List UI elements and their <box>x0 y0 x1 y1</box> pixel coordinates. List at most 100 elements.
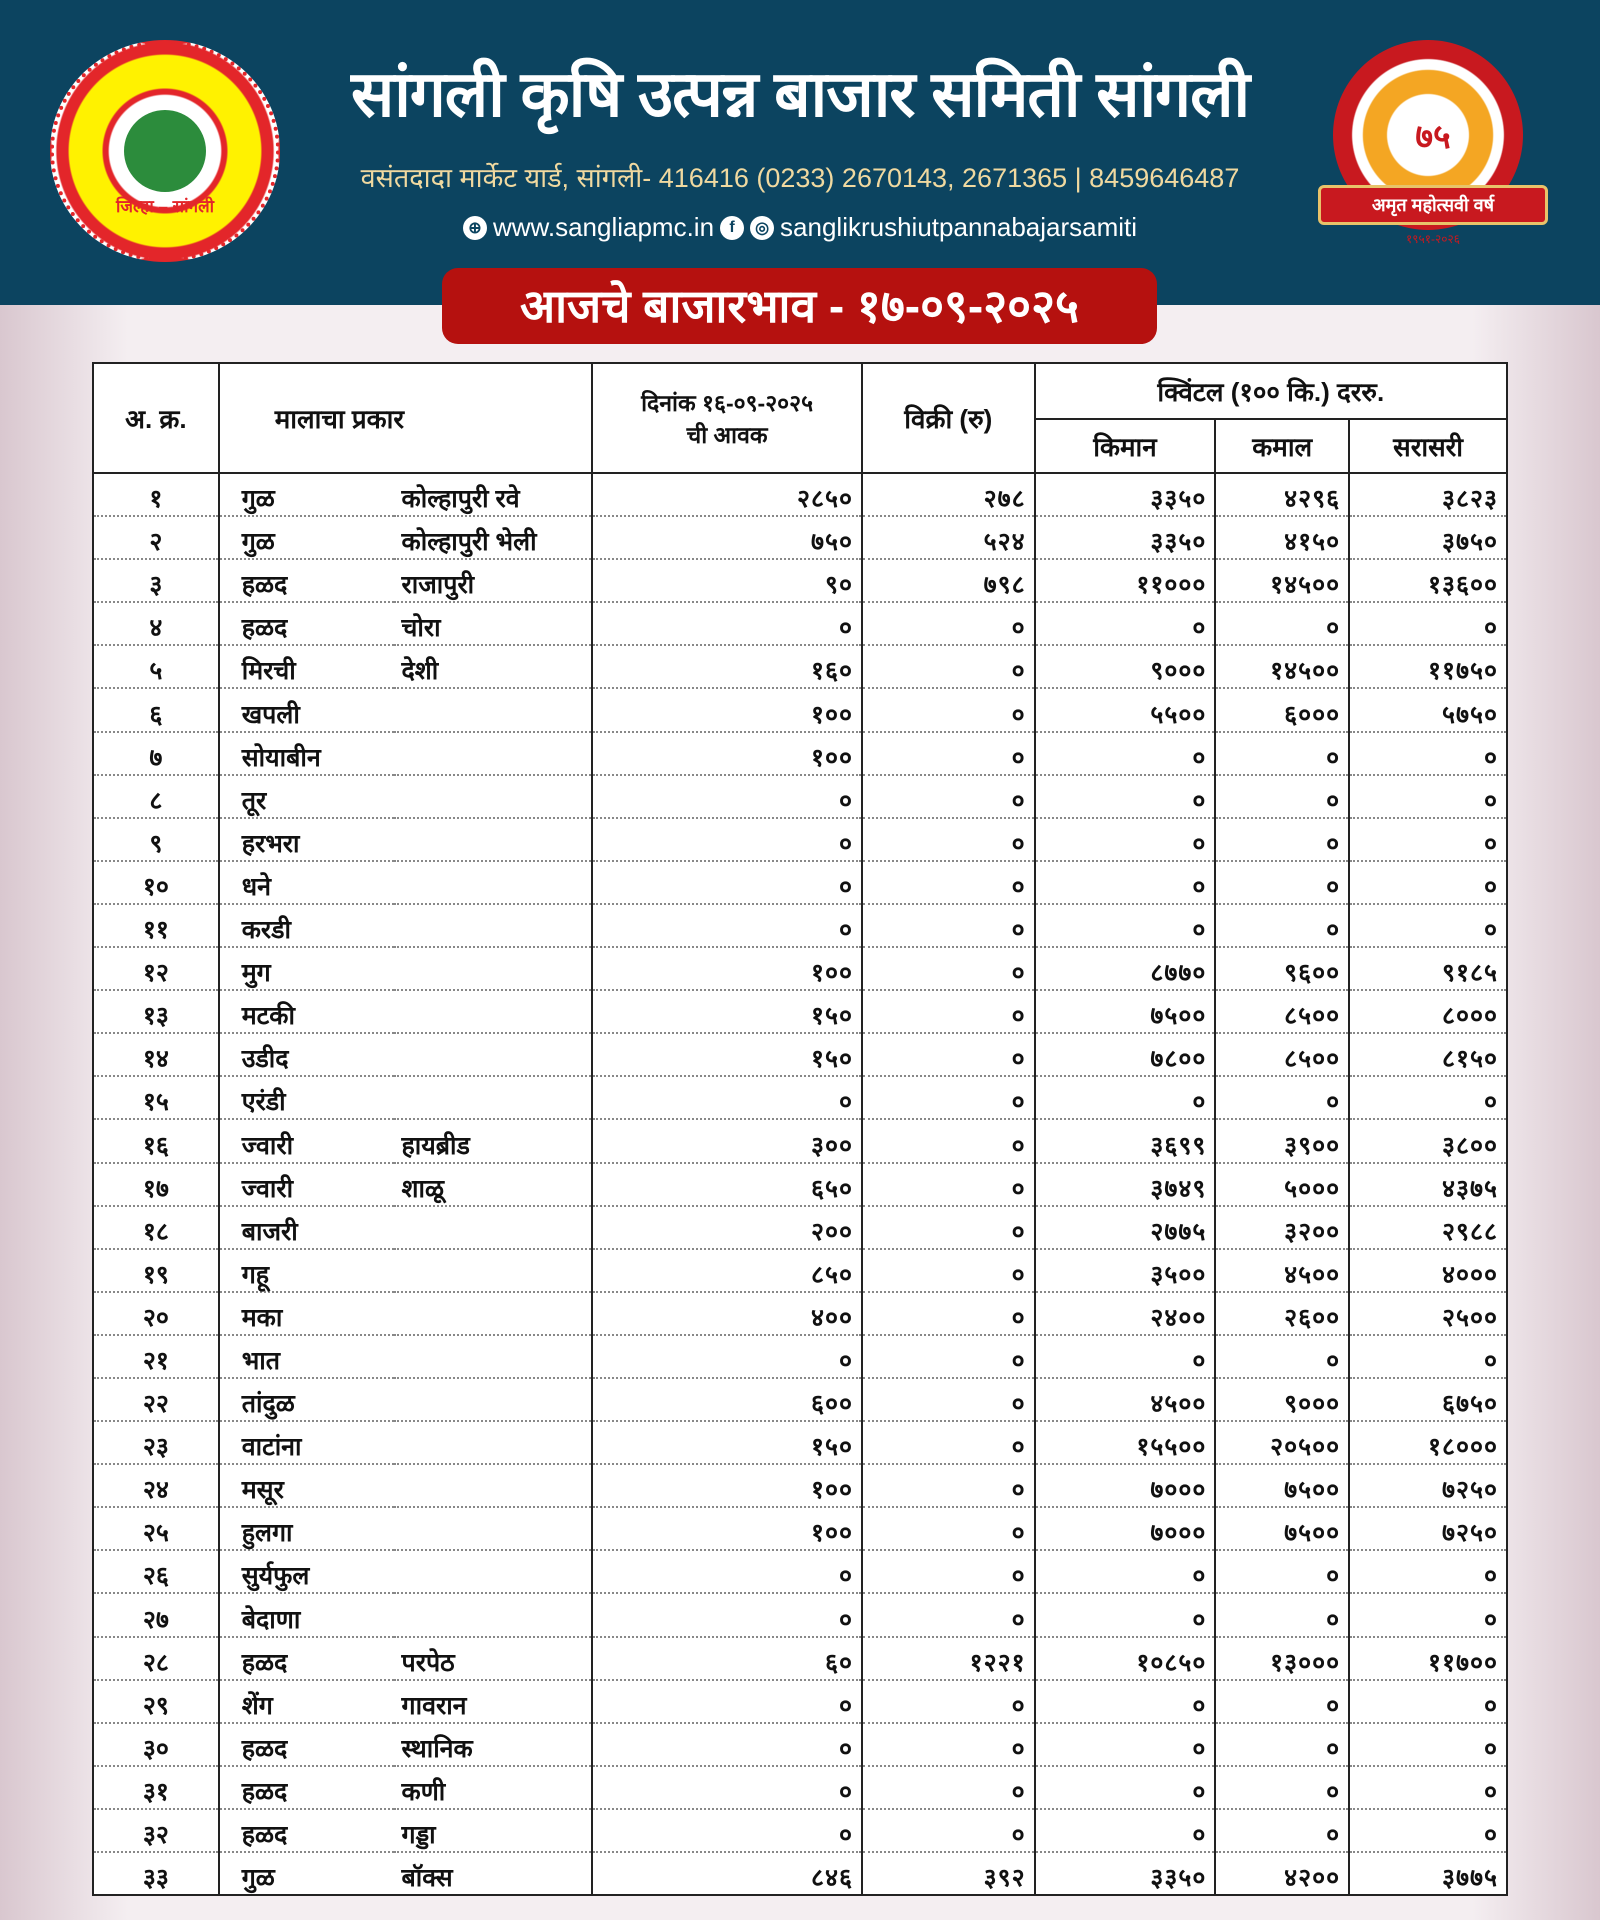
header: जिल्हा – सांगली सांगली कृषि उत्पन्न बाजा… <box>0 0 1600 305</box>
avg-rate: ४००० <box>1348 1248 1508 1293</box>
col-rate-group: क्विंटल (१०० कि.) दररु. <box>1033 362 1509 420</box>
table-row: ३ हळद राजापुरी ९० ७९८ ११००० १४५०० १३६०० <box>92 559 1508 604</box>
sale-amount: ० <box>860 1464 1036 1509</box>
commodity-variety: बॉक्स <box>393 1852 594 1897</box>
serial-number: २८ <box>92 1636 220 1681</box>
arrival-quantity: १०० <box>591 1464 863 1509</box>
sale-amount: ० <box>860 1421 1036 1466</box>
serial-number: २९ <box>92 1679 220 1724</box>
sale-amount: ० <box>860 1033 1036 1078</box>
website-link[interactable]: www.sangliapmc.in <box>492 212 715 242</box>
avg-rate: ९१८५ <box>1348 947 1508 992</box>
avg-rate: १३६०० <box>1348 559 1508 604</box>
serial-number: २५ <box>92 1507 220 1552</box>
avg-rate: ३७७५ <box>1348 1852 1508 1897</box>
address: वसंतदादा मार्केट यार्ड, सांगली- 416416 (… <box>360 163 1240 193</box>
min-rate: १०८५० <box>1033 1636 1217 1681</box>
min-rate: ४५०० <box>1033 1377 1217 1423</box>
facebook-icon[interactable]: f <box>720 215 745 240</box>
commodity-variety: गड्डा <box>393 1808 594 1854</box>
sale-amount: ५२४ <box>860 516 1036 561</box>
sale-amount: ० <box>860 1291 1036 1336</box>
commodity-variety <box>393 1291 594 1336</box>
table-row: २८ हळद परपेठ ६० १२२१ १०८५० १३००० ११७०० <box>92 1636 1508 1681</box>
sale-amount: ० <box>860 645 1036 690</box>
table-row: २६ सुर्यफुल ० ० ० ० ० <box>92 1550 1508 1595</box>
arrival-quantity: २८५० <box>591 473 863 518</box>
table-row: ५ मिरची देशी १६० ० ९००० १४५०० ११७५० <box>92 645 1508 690</box>
min-rate: ३३५० <box>1033 1852 1217 1897</box>
min-rate: ० <box>1033 1334 1217 1379</box>
avg-rate: ७२५० <box>1348 1507 1508 1552</box>
arrival-quantity: ६५० <box>591 1162 863 1207</box>
min-rate: ७००० <box>1033 1464 1217 1509</box>
avg-rate: ० <box>1348 1550 1508 1595</box>
arrival-quantity: १०० <box>591 1507 863 1552</box>
serial-number: ११ <box>92 903 220 949</box>
col-sale: विक्री (रु) <box>860 362 1036 474</box>
commodity-variety <box>393 1205 594 1250</box>
max-rate: ० <box>1214 817 1351 862</box>
avg-rate: ० <box>1348 860 1508 905</box>
commodity-variety <box>393 947 594 992</box>
avg-rate: ० <box>1348 817 1508 862</box>
arrival-quantity: ० <box>591 1679 863 1724</box>
serial-number: १९ <box>92 1248 220 1293</box>
serial-number: १ <box>92 473 220 518</box>
logo-emblem <box>124 110 206 192</box>
avg-rate: ० <box>1348 1593 1508 1638</box>
commodity-name: हळद <box>217 559 394 604</box>
serial-number: १७ <box>92 1162 220 1207</box>
commodity-variety <box>393 1248 594 1293</box>
arrival-quantity: ० <box>591 1550 863 1595</box>
avg-rate: २९८८ <box>1348 1205 1508 1250</box>
commodity-variety <box>393 1464 594 1509</box>
avg-rate: ० <box>1348 1076 1508 1121</box>
arrival-quantity: २०० <box>591 1205 863 1250</box>
avg-rate: १८००० <box>1348 1421 1508 1466</box>
commodity-name: बेदाणा <box>217 1593 394 1638</box>
serial-number: ३१ <box>92 1765 220 1810</box>
instagram-icon[interactable]: ◎ <box>750 215 775 240</box>
commodity-name: धने <box>217 860 394 905</box>
page-title: सांगली कृषि उत्पन्न बाजार समिती सांगली <box>350 58 1250 130</box>
sale-amount: ० <box>860 1550 1036 1595</box>
commodity-variety <box>393 731 594 776</box>
max-rate: ७५०० <box>1214 1507 1351 1552</box>
max-rate: ० <box>1214 1765 1351 1810</box>
commodity-name: बाजरी <box>217 1205 394 1250</box>
sale-amount: ० <box>860 731 1036 776</box>
arrival-quantity: ३०० <box>591 1119 863 1164</box>
col-avg: सरासरी <box>1348 418 1508 474</box>
serial-number: २ <box>92 516 220 561</box>
commodity-variety: राजापुरी <box>393 559 594 604</box>
commodity-variety <box>393 903 594 949</box>
serial-number: २१ <box>92 1334 220 1379</box>
commodity-name: हळद <box>217 1765 394 1810</box>
sale-amount: ० <box>860 1162 1036 1207</box>
arrival-quantity: ० <box>591 602 863 647</box>
commodity-variety: स्थानिक <box>393 1722 594 1767</box>
avg-rate: ० <box>1348 903 1508 949</box>
min-rate: ७५०० <box>1033 990 1217 1035</box>
min-rate: ० <box>1033 1722 1217 1767</box>
commodity-variety <box>393 1334 594 1379</box>
col-sr: अ. क्र. <box>92 362 220 474</box>
commodity-variety <box>393 1593 594 1638</box>
min-rate: ३३५० <box>1033 473 1217 518</box>
commodity-variety <box>393 774 594 819</box>
sale-amount: ० <box>860 860 1036 905</box>
sale-amount: ० <box>860 1248 1036 1293</box>
min-rate: ० <box>1033 817 1217 862</box>
max-rate: ० <box>1214 1334 1351 1379</box>
table-row: २९ शेंग गावरान ० ० ० ० ० <box>92 1679 1508 1724</box>
arrival-quantity: १०० <box>591 947 863 992</box>
sale-amount: ० <box>860 1507 1036 1552</box>
table-row: १५ एरंडी ० ० ० ० ० <box>92 1076 1508 1121</box>
sale-amount: ० <box>860 990 1036 1035</box>
social-handle[interactable]: sanglikrushiutpannabajarsamiti <box>780 212 1138 242</box>
max-rate: ० <box>1214 1550 1351 1595</box>
max-rate: ० <box>1214 1076 1351 1121</box>
table-row: २३ वाटांना १५० ० १५५०० २०५०० १८००० <box>92 1421 1508 1466</box>
max-rate: १४५०० <box>1214 559 1351 604</box>
